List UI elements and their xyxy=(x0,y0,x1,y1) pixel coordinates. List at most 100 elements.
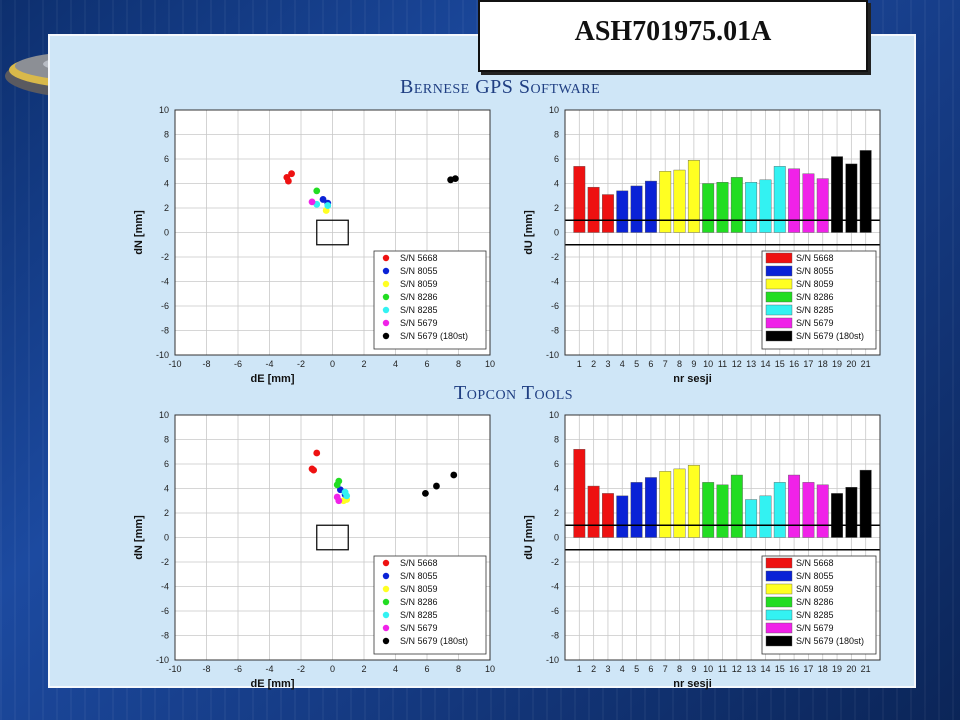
bar xyxy=(616,495,629,538)
legend-label: S/N 8286 xyxy=(400,597,438,607)
reference-square xyxy=(316,219,349,246)
x-tick-label: 6 xyxy=(424,664,429,674)
legend-label: S/N 8059 xyxy=(400,584,438,594)
x-tick-label: 21 xyxy=(861,664,871,674)
y-tick-label: 0 xyxy=(554,533,559,543)
bar xyxy=(845,487,858,538)
legend-label: S/N 8055 xyxy=(400,266,438,276)
x-axis-label: nr sesji xyxy=(673,678,712,690)
x-tick-label: 19 xyxy=(832,664,842,674)
y-tick-label: 6 xyxy=(554,459,559,469)
x-tick-label: 16 xyxy=(789,664,799,674)
x-tick-label: 4 xyxy=(393,664,398,674)
legend-label: S/N 8285 xyxy=(400,610,438,620)
bar xyxy=(845,163,858,233)
legend-swatch xyxy=(765,570,793,582)
legend-label: S/N 8055 xyxy=(400,571,438,581)
data-point xyxy=(310,466,317,474)
y-tick-label: 6 xyxy=(164,154,169,164)
plot-frame xyxy=(174,109,491,356)
legend-marker xyxy=(382,332,390,340)
x-tick-label: 2 xyxy=(591,664,596,674)
x-tick-label: 17 xyxy=(803,359,813,369)
x-tick-label: 0 xyxy=(330,664,335,674)
bar xyxy=(573,166,586,233)
x-tick-label: 5 xyxy=(634,359,639,369)
y-tick-label: 6 xyxy=(554,154,559,164)
bar xyxy=(616,190,629,233)
y-tick-label: 4 xyxy=(164,179,169,189)
x-tick-label: 15 xyxy=(775,359,785,369)
bar xyxy=(773,482,786,538)
legend-label: S/N 8286 xyxy=(796,292,834,302)
x-tick-label: -2 xyxy=(297,664,305,674)
plot-frame xyxy=(564,414,881,661)
bar xyxy=(687,160,700,233)
bar xyxy=(859,469,872,538)
legend-swatch xyxy=(765,557,793,569)
bar xyxy=(602,194,614,233)
x-tick-label: 18 xyxy=(818,359,828,369)
x-tick-label: -10 xyxy=(168,359,181,369)
data-point xyxy=(335,497,343,505)
legend-swatch xyxy=(765,291,793,303)
y-tick-label: 2 xyxy=(164,508,169,518)
y-tick-label: 2 xyxy=(554,508,559,518)
x-tick-label: 7 xyxy=(663,359,668,369)
legend-label: S/N 5679 xyxy=(796,318,834,328)
bar-chart-topcon: 1 2 3 4 5 6 7 8 9 10 11 12 13 14 15 16 17 18 19 20 211086420… xyxy=(523,410,881,690)
x-tick-label: 21 xyxy=(861,359,871,369)
x-tick-label: 2 xyxy=(591,359,596,369)
x-tick-label: 19 xyxy=(832,359,842,369)
y-tick-label: -10 xyxy=(546,350,559,360)
y-tick-label: -4 xyxy=(551,582,559,592)
x-tick-label: 20 xyxy=(846,359,856,369)
bar xyxy=(602,493,614,538)
y-tick-label: -10 xyxy=(156,655,169,665)
x-tick-label: 14 xyxy=(760,664,770,674)
section-label-topcon: Topcon Tools xyxy=(454,382,573,405)
x-tick-label: 6 xyxy=(424,359,429,369)
x-tick-label: 12 xyxy=(732,664,742,674)
x-tick-label: -10 xyxy=(168,664,181,674)
bar xyxy=(659,171,672,233)
bar xyxy=(716,484,729,538)
y-tick-label: 10 xyxy=(549,105,559,115)
x-tick-label: 8 xyxy=(677,359,682,369)
legend-label: S/N 8285 xyxy=(400,305,438,315)
section-label-bernese: Bernese GPS Software xyxy=(400,76,600,99)
reference-square xyxy=(316,524,349,551)
legend-swatch xyxy=(765,609,793,621)
x-tick-label: 4 xyxy=(620,359,625,369)
y-tick-label: 0 xyxy=(164,533,169,543)
legend-label: S/N 5679 xyxy=(400,623,438,633)
x-tick-label: 5 xyxy=(634,664,639,674)
page-title: ASH701975.01A xyxy=(574,16,772,47)
legend-swatch xyxy=(765,252,793,264)
scatter-chart-topcon: -10 -8 -6 -4 -2 0 2 4 6 8 10 10 8 6 4 2 0 -2 -4 -6 -8 -10 dN [… xyxy=(133,410,495,690)
x-tick-label: 9 xyxy=(691,359,696,369)
bar xyxy=(831,156,843,233)
bar-chart-bernese: 1 2 3 4 5 6 7 8 9 10 11 12 13 14 15 16 17 18 19 20 211086420… xyxy=(523,105,881,385)
legend-swatch xyxy=(765,622,793,634)
legend-marker xyxy=(382,611,390,619)
bar xyxy=(644,477,657,538)
legend-label: S/N 8055 xyxy=(796,266,834,276)
bar xyxy=(802,173,815,233)
x-tick-label: 13 xyxy=(746,359,756,369)
data-point xyxy=(335,477,343,485)
y-axis-label: dN [mm] xyxy=(133,515,145,560)
x-tick-label: 4 xyxy=(393,359,398,369)
y-axis-label: dU [mm] xyxy=(523,515,535,560)
x-axis-label: dE [mm] xyxy=(251,678,295,690)
data-point xyxy=(288,170,295,178)
x-tick-label: 11 xyxy=(718,359,727,369)
legend-swatch xyxy=(765,304,793,316)
bar xyxy=(859,150,872,233)
data-point xyxy=(422,490,429,497)
x-tick-label: 18 xyxy=(818,664,828,674)
legend-marker xyxy=(382,598,390,606)
legend-label: S/N 5679 (180st) xyxy=(400,331,468,341)
x-tick-label: 4 xyxy=(620,664,625,674)
x-tick-label: 10 xyxy=(485,359,495,369)
